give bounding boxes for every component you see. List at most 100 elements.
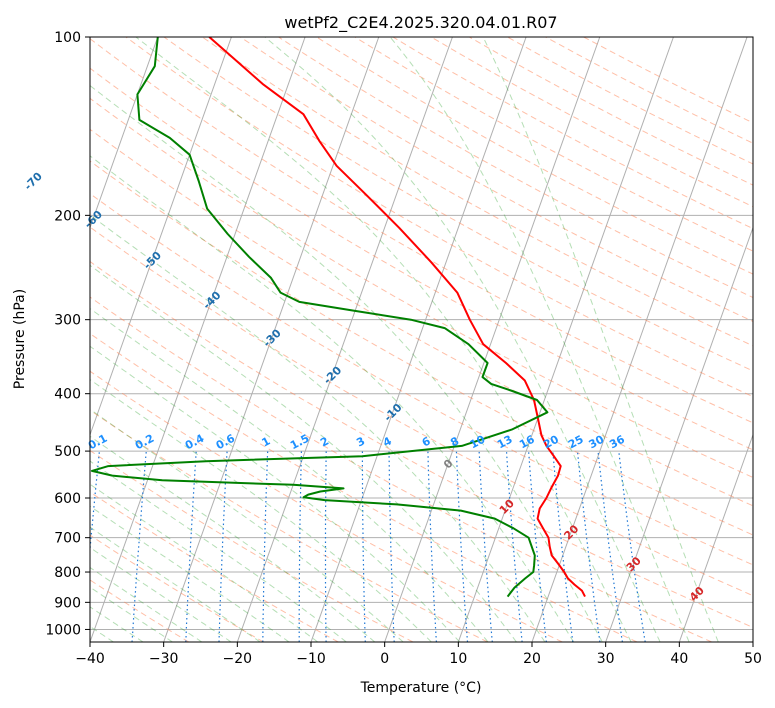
x-tick-label: −10 (296, 651, 326, 667)
temperature-line (208, 37, 586, 598)
mixing-ratio-line (552, 451, 574, 642)
moist-adiabat-line (90, 546, 232, 642)
mixing-ratio-label: 13 (495, 433, 515, 452)
moist-adiabat-line (90, 435, 376, 642)
isotherm-line (90, 37, 306, 642)
dry-adiabat-line (90, 160, 753, 536)
dry-adiabat-line (90, 534, 264, 642)
moist-adiabat-line (90, 505, 290, 642)
dry-adiabat-line (201, 37, 753, 347)
x-tick-label: −30 (149, 651, 179, 667)
dry-adiabat-line (90, 409, 488, 642)
mixing-ratio-line (361, 451, 366, 642)
moist-adiabat-line (90, 155, 575, 642)
dry-adiabat-line (507, 37, 753, 165)
isotherm-line (236, 37, 453, 642)
y-tick-label: 700 (54, 531, 81, 547)
dry-adiabat-line (90, 128, 753, 507)
mixing-ratio-label: 20 (541, 433, 561, 452)
y-tick-label: 300 (54, 313, 81, 329)
plot-background (90, 37, 753, 642)
x-tick-label: 30 (597, 651, 615, 667)
moist-adiabat-line (389, 37, 690, 642)
mixing-ratio-label: 16 (517, 433, 537, 452)
dry-adiabat-line (90, 97, 753, 479)
moist-adiabat-line (90, 264, 517, 642)
mixing-ratio-line (576, 451, 601, 642)
isotherm-line (384, 37, 601, 642)
dry-adiabat-line (90, 370, 563, 642)
dry-adiabat-line (545, 37, 753, 144)
mixing-ratio-line (218, 451, 228, 642)
mixing-ratio-line (262, 451, 269, 642)
dry-adiabat-label: -70 (22, 169, 45, 192)
mixing-ratio-line (528, 451, 547, 642)
chart-title: wetPf2_C2E4.2025.320.04.01.R07 (284, 13, 557, 33)
isotherm-line (163, 37, 380, 642)
dry-adiabat-line (90, 67, 753, 451)
isotherm-line (678, 433, 753, 642)
moist-adiabat-line (90, 378, 432, 642)
dry-adiabat-line (90, 296, 712, 642)
x-tick-label: 50 (744, 651, 762, 667)
isotherm-line (605, 226, 753, 642)
mixing-ratio-line (324, 451, 327, 642)
moist-adiabat-line (90, 408, 404, 642)
isotherm-line (457, 37, 674, 642)
y-tick-label: 600 (54, 491, 81, 507)
mixing-ratio-line (455, 451, 469, 642)
mixing-ratio-line (597, 451, 623, 642)
dry-adiabat-line (430, 37, 753, 208)
x-axis-title: Temperature (°C) (360, 680, 482, 696)
dry-adiabat-line (316, 37, 753, 275)
x-tick-label: −20 (223, 651, 253, 667)
x-tick-label: 40 (670, 651, 688, 667)
profile-lines (90, 37, 586, 598)
mixing-ratio-line (478, 451, 493, 642)
y-tick-label: 400 (54, 387, 81, 403)
axes: −40 −30 −20 −10 0 10 20 30 40 50 100 200 300 400 500 60… (45, 30, 762, 667)
mixing-ratio-label: 25 (566, 433, 586, 452)
mixing-ratio-line (388, 451, 395, 642)
isotherm-line (531, 37, 748, 642)
x-tick-label: 0 (380, 651, 389, 667)
dry-adiabat-line (278, 37, 753, 299)
dry-adiabat-line (240, 37, 753, 322)
isotherm-line (90, 37, 232, 437)
dry-adiabat-line (392, 37, 753, 230)
moist-adiabat-line (90, 526, 261, 642)
x-tick-label: −40 (75, 651, 105, 667)
y-axis-title: Pressure (hPa) (12, 289, 28, 389)
background-lines (0, 37, 753, 642)
mixing-ratio-line (618, 451, 646, 642)
dry-adiabat-line (90, 38, 753, 424)
x-tick-label: 10 (449, 651, 467, 667)
moist-adiabat-line (264, 37, 661, 642)
y-tick-label: 900 (54, 595, 81, 611)
y-tick-label: 100 (54, 30, 81, 46)
mixing-ratio-line (505, 451, 523, 642)
y-tick-label: 500 (54, 444, 81, 460)
y-tick-label: 200 (54, 208, 81, 224)
dry-adiabat-line (354, 37, 753, 252)
moist-adiabat-line (90, 307, 489, 642)
moist-adiabat-line (90, 214, 546, 642)
mixing-ratio-label: 36 (607, 433, 627, 452)
mixing-ratio-line (185, 451, 197, 642)
moist-adiabat-line (90, 483, 319, 642)
dewpoint-line (90, 37, 549, 598)
plot-frame (89, 36, 754, 643)
dry-adiabat-line (90, 193, 753, 566)
x-tick-label: 20 (523, 651, 541, 667)
mixing-ratio-label: 10 (468, 433, 488, 452)
y-tick-label: 800 (54, 565, 81, 581)
isotherm-line (90, 37, 159, 230)
y-tick-label: 1000 (45, 622, 81, 638)
dry-adiabat-line (90, 260, 753, 629)
dry-adiabat-line (90, 226, 753, 597)
isotherm-line (0, 37, 10, 642)
dry-adiabat-line (469, 37, 753, 186)
mixing-ratio-label: 30 (587, 433, 607, 452)
isotherm-line (752, 640, 753, 642)
